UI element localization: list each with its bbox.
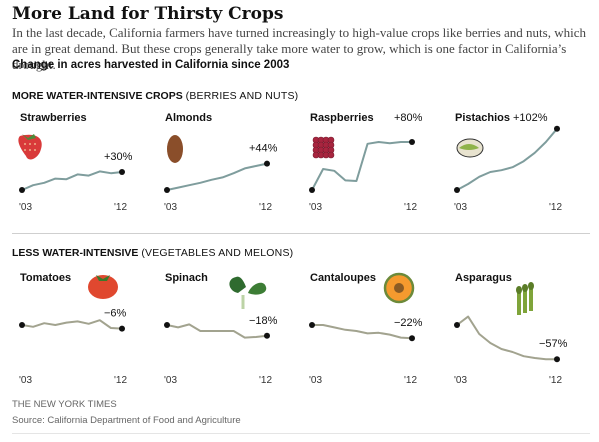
series-line xyxy=(456,128,558,191)
percent-change-label: +30% xyxy=(104,151,133,163)
series-line xyxy=(166,323,268,339)
start-point xyxy=(454,322,460,328)
section-label-less: LESS WATER-INTENSIVE xyxy=(12,247,139,259)
crop-name: Asparagus xyxy=(455,272,512,284)
percent-change-label: −6% xyxy=(104,308,127,320)
end-point xyxy=(409,335,415,342)
series-line xyxy=(456,315,557,361)
start-point xyxy=(309,187,315,193)
chart-strawberries: Strawberries +30% '03 '12 xyxy=(18,112,133,213)
end-point xyxy=(554,356,560,363)
section-header-more: MORE WATER-INTENSIVE CROPS (BERRIES AND … xyxy=(12,90,298,102)
percent-change-label: +80% xyxy=(394,112,423,124)
spinach-icon xyxy=(229,276,267,309)
crop-name: Almonds xyxy=(165,112,212,124)
x-tick-label: '12 xyxy=(114,202,127,213)
x-tick-label: '12 xyxy=(259,375,272,386)
percent-change-label: +44% xyxy=(249,143,278,155)
x-tick-label: '12 xyxy=(549,202,562,213)
strawberry-icon xyxy=(18,134,42,160)
x-tick-label: '12 xyxy=(259,202,272,213)
chart-almonds: Almonds +44% '03 '12 xyxy=(164,112,278,213)
chart-pistachios: Pistachios +102% '03 '12 xyxy=(454,112,562,213)
end-point xyxy=(119,169,125,175)
series-line xyxy=(166,162,268,191)
x-tick-label: '03 xyxy=(309,202,322,213)
tomato-icon xyxy=(88,275,118,299)
chart-cantaloupes: Cantaloupes −22% '03 '12 xyxy=(309,272,423,386)
x-tick-label: '03 xyxy=(164,375,177,386)
x-tick-label: '12 xyxy=(549,375,562,386)
chart-spinach: Spinach −18% '03 '12 xyxy=(164,272,278,386)
crop-name: Tomatoes xyxy=(20,272,71,284)
end-point xyxy=(409,139,415,145)
x-tick-label: '12 xyxy=(114,375,127,386)
end-point xyxy=(119,325,125,332)
start-point xyxy=(164,322,170,328)
footer-divider xyxy=(12,433,590,434)
x-tick-label: '03 xyxy=(19,202,32,213)
source-line: Source: California Department of Food an… xyxy=(12,415,241,426)
section-label-more: MORE WATER-INTENSIVE CROPS xyxy=(12,90,183,102)
series-line xyxy=(21,170,123,191)
start-point xyxy=(309,322,315,328)
series-line xyxy=(21,319,123,330)
start-point xyxy=(164,187,170,193)
raspberry-icon xyxy=(312,136,335,159)
chart-raspberries: Raspberries +80% '03 '12 xyxy=(309,112,423,213)
percent-change-label: −57% xyxy=(539,338,568,350)
percent-change-label: +102% xyxy=(513,112,548,124)
series-line xyxy=(312,324,413,340)
cantaloupe-icon xyxy=(383,272,415,304)
x-tick-label: '12 xyxy=(404,375,417,386)
percent-change-label: −18% xyxy=(249,315,278,327)
x-tick-label: '12 xyxy=(404,202,417,213)
almond-icon xyxy=(167,135,183,163)
asparagus-icon xyxy=(516,282,534,315)
intro-text: In the last decade, California farmers h… xyxy=(12,25,586,72)
start-point xyxy=(454,187,460,193)
section-note-more: (BERRIES AND NUTS) xyxy=(185,90,299,102)
crop-name: Spinach xyxy=(165,272,208,284)
x-tick-label: '03 xyxy=(454,202,467,213)
start-point xyxy=(19,322,25,328)
section-note-less: (VEGETABLES AND MELONS) xyxy=(141,247,294,259)
x-tick-label: '03 xyxy=(454,375,467,386)
x-tick-label: '03 xyxy=(164,202,177,213)
percent-change-label: −22% xyxy=(394,317,423,329)
pistachio-icon xyxy=(456,138,484,158)
end-point xyxy=(554,125,560,132)
page-title: More Land for Thirsty Crops xyxy=(12,4,284,24)
series-line xyxy=(311,141,412,191)
section-divider xyxy=(12,233,590,234)
x-tick-label: '03 xyxy=(309,375,322,386)
end-point xyxy=(264,332,270,339)
start-point xyxy=(19,187,25,193)
crop-name: Strawberries xyxy=(20,112,87,124)
section-header-less: LESS WATER-INTENSIVE (VEGETABLES AND MEL… xyxy=(12,247,293,259)
chart-subtitle: Change in acres harvested in California … xyxy=(12,59,290,71)
crop-name: Pistachios xyxy=(455,112,510,124)
end-point xyxy=(264,160,270,167)
crop-name: Cantaloupes xyxy=(310,272,376,284)
chart-tomatoes: Tomatoes −6% '03 '12 xyxy=(19,272,127,386)
x-tick-label: '03 xyxy=(19,375,32,386)
crop-name: Raspberries xyxy=(310,112,374,124)
credit-line: THE NEW YORK TIMES xyxy=(12,399,117,410)
chart-asparagus: Asparagus −57% '03 '12 xyxy=(454,272,568,386)
